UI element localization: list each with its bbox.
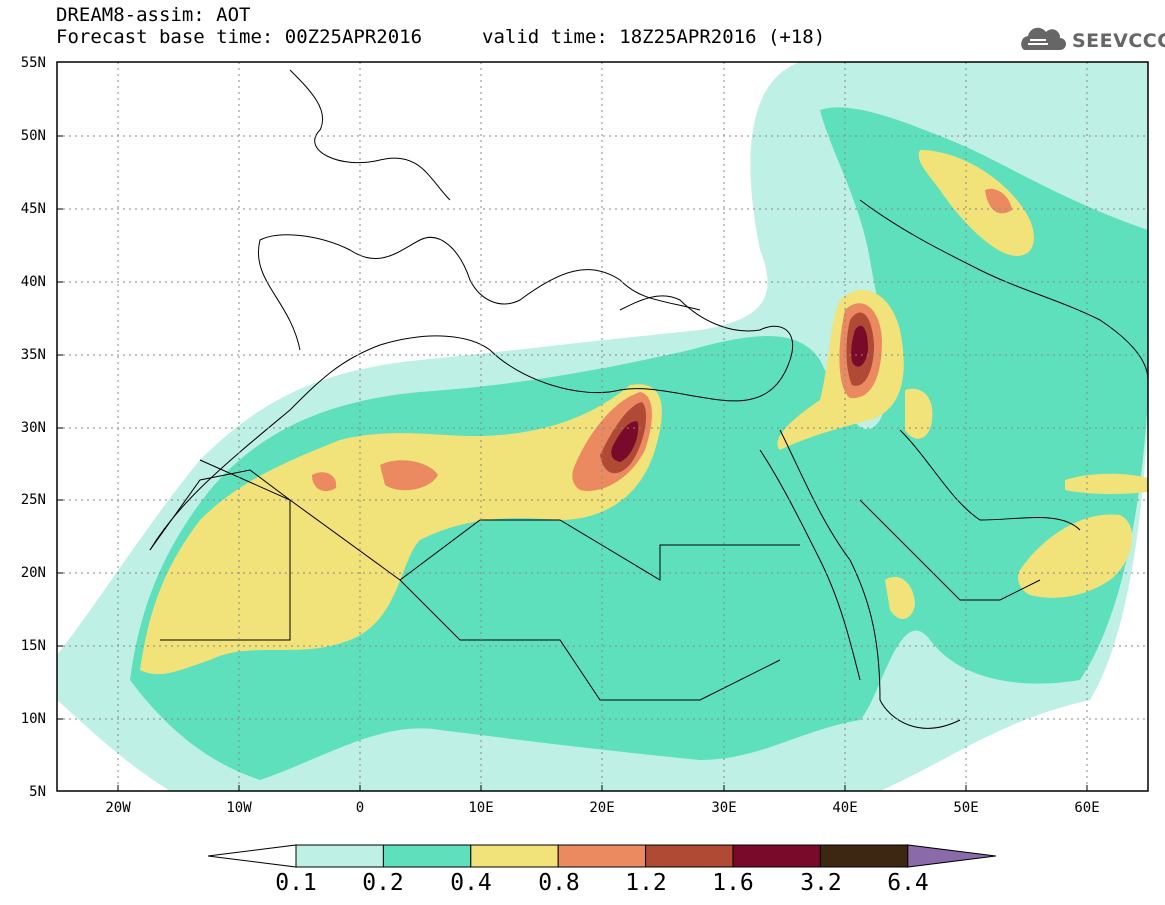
lon-label: 10E — [468, 800, 494, 816]
colorbar-segment — [645, 844, 734, 868]
map-title: DREAM8-assim: AOT — [56, 4, 251, 26]
lat-label: 15N — [20, 638, 46, 654]
lon-label: 10W — [226, 800, 252, 816]
aot-0.8-region — [380, 460, 438, 491]
valid-time: valid time: 18Z25APR2016 (+18) — [482, 26, 826, 48]
lat-label: 35N — [20, 347, 46, 363]
lon-label: 40E — [832, 800, 858, 816]
aot-0.8-region — [985, 188, 1012, 214]
lon-label: 20E — [589, 800, 615, 816]
colorbar-label: 0.8 — [538, 870, 580, 896]
aot-shading — [57, 62, 1148, 791]
aot-0.4-region — [1065, 473, 1148, 495]
lat-label: 40N — [20, 274, 46, 290]
lat-label: 5N — [29, 784, 46, 800]
aot-0.4-region — [905, 388, 933, 439]
colorbar-label: 0.1 — [275, 870, 317, 896]
lon-label: 30E — [711, 800, 737, 816]
logo-text: SEEVCCC — [1072, 30, 1165, 52]
colorbar-over-triangle — [907, 844, 996, 868]
aot-0.4-region — [1018, 514, 1133, 598]
colorbar-label: 1.6 — [712, 870, 754, 896]
lat-label: 10N — [20, 711, 46, 727]
colorbar-label: 1.2 — [625, 870, 667, 896]
lat-label: 50N — [20, 128, 46, 144]
colorbar-segment — [557, 844, 647, 868]
aot-1.6-region — [611, 421, 639, 462]
lat-label: 55N — [20, 55, 46, 71]
lon-label: 0 — [355, 800, 365, 816]
colorbar-label: 3.2 — [800, 870, 842, 896]
aot-0.4-region — [918, 150, 1034, 256]
colorbar-label: 0.4 — [450, 870, 492, 896]
colorbar-segment — [732, 844, 821, 868]
lon-label: 20W — [105, 800, 131, 816]
colorbar-label: 6.4 — [887, 870, 929, 896]
colorbar-segment — [382, 844, 472, 868]
colorbar-under-triangle — [207, 844, 297, 868]
lon-label: 60E — [1074, 800, 1100, 816]
coastlines — [149, 69, 1149, 729]
aot-0.4-region — [140, 384, 662, 675]
lat-label: 20N — [20, 565, 46, 581]
cloud-icon — [1021, 27, 1066, 50]
lon-label: 50E — [953, 800, 979, 816]
colorbar-label: 0.2 — [362, 870, 404, 896]
graticule — [57, 62, 1148, 791]
colorbar-segment — [295, 844, 384, 868]
aot-0.4-region — [885, 576, 915, 620]
lat-label: 45N — [20, 201, 46, 217]
lat-label: 25N — [20, 492, 46, 508]
aot-0.8-region — [312, 472, 337, 492]
forecast-base-time: Forecast base time: 00Z25APR2016 — [56, 26, 423, 48]
lat-label: 30N — [20, 420, 46, 436]
colorbar-segment — [819, 844, 909, 868]
aot-1.6-region — [851, 325, 868, 367]
colorbar-segment — [470, 844, 559, 868]
